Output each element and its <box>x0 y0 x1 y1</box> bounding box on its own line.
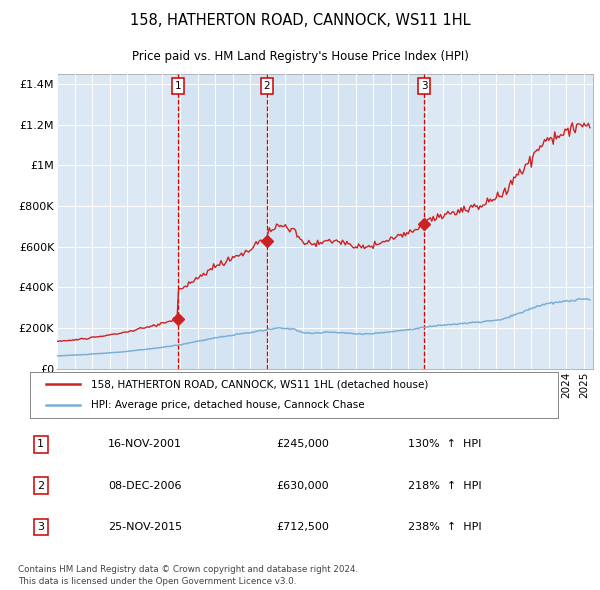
Text: £630,000: £630,000 <box>276 481 329 490</box>
Text: 08-DEC-2006: 08-DEC-2006 <box>108 481 182 490</box>
Text: 238%  ↑  HPI: 238% ↑ HPI <box>408 522 482 532</box>
Text: Contains HM Land Registry data © Crown copyright and database right 2024.: Contains HM Land Registry data © Crown c… <box>18 565 358 575</box>
Bar <box>178 74 267 369</box>
Text: 218%  ↑  HPI: 218% ↑ HPI <box>408 481 482 490</box>
Text: 158, HATHERTON ROAD, CANNOCK, WS11 1HL: 158, HATHERTON ROAD, CANNOCK, WS11 1HL <box>130 12 470 28</box>
Text: 3: 3 <box>421 81 427 91</box>
Text: £712,500: £712,500 <box>276 522 329 532</box>
Text: 1: 1 <box>175 81 181 91</box>
Text: 1: 1 <box>37 440 44 449</box>
Text: £245,000: £245,000 <box>276 440 329 449</box>
Text: 16-NOV-2001: 16-NOV-2001 <box>108 440 182 449</box>
Bar <box>267 74 424 369</box>
Text: This data is licensed under the Open Government Licence v3.0.: This data is licensed under the Open Gov… <box>18 576 296 586</box>
Text: Price paid vs. HM Land Registry's House Price Index (HPI): Price paid vs. HM Land Registry's House … <box>131 50 469 63</box>
Text: 2: 2 <box>263 81 270 91</box>
Text: 2: 2 <box>37 481 44 490</box>
Text: 158, HATHERTON ROAD, CANNOCK, WS11 1HL (detached house): 158, HATHERTON ROAD, CANNOCK, WS11 1HL (… <box>91 379 428 389</box>
Text: 130%  ↑  HPI: 130% ↑ HPI <box>408 440 481 449</box>
Text: HPI: Average price, detached house, Cannock Chase: HPI: Average price, detached house, Cann… <box>91 400 364 410</box>
Text: 25-NOV-2015: 25-NOV-2015 <box>108 522 182 532</box>
Text: 3: 3 <box>37 522 44 532</box>
